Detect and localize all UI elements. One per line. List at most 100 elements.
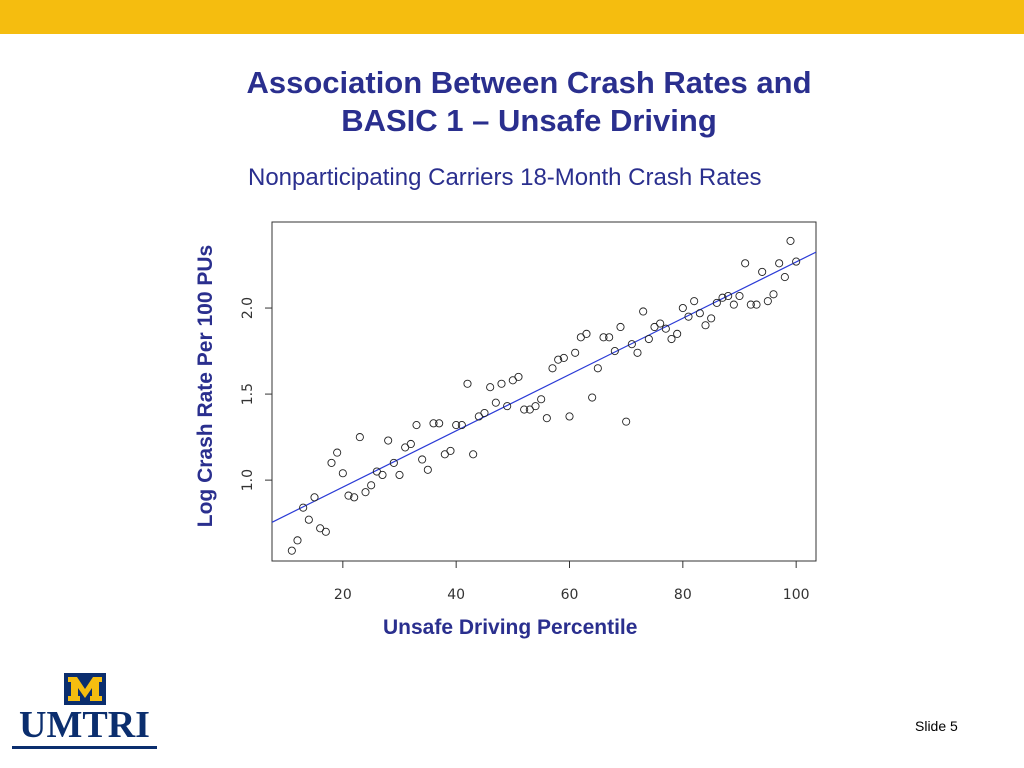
data-point bbox=[741, 259, 750, 268]
data-point bbox=[412, 421, 421, 430]
data-point bbox=[293, 536, 302, 545]
data-point bbox=[395, 470, 404, 480]
x-tick-label: 20 bbox=[334, 587, 352, 603]
data-point bbox=[344, 491, 353, 500]
data-point bbox=[327, 458, 336, 467]
data-point bbox=[486, 383, 495, 392]
data-point bbox=[299, 503, 308, 512]
data-point bbox=[452, 421, 461, 430]
data-point bbox=[775, 259, 784, 268]
y-tick-label: 1.5 bbox=[240, 383, 256, 405]
slide-title: Association Between Crash Rates and BASI… bbox=[0, 64, 1024, 140]
data-point bbox=[554, 355, 563, 364]
y-tick-label: 2.0 bbox=[240, 297, 256, 319]
data-point bbox=[389, 458, 398, 467]
data-point bbox=[639, 307, 648, 316]
data-point bbox=[729, 300, 738, 309]
regression-line bbox=[271, 251, 817, 523]
data-point bbox=[746, 300, 755, 309]
data-point bbox=[338, 469, 347, 478]
x-tick-label: 80 bbox=[674, 587, 692, 603]
data-point bbox=[678, 303, 687, 313]
data-point bbox=[610, 347, 619, 356]
data-point bbox=[695, 309, 704, 318]
data-point bbox=[769, 290, 778, 299]
data-point bbox=[469, 450, 478, 459]
data-point bbox=[361, 488, 370, 497]
data-point bbox=[463, 379, 472, 388]
top-accent-bar bbox=[0, 0, 1024, 34]
data-point bbox=[707, 314, 716, 323]
data-point bbox=[565, 412, 574, 421]
data-point bbox=[780, 273, 789, 282]
data-point bbox=[656, 319, 665, 328]
y-tick-label: 1.0 bbox=[240, 469, 256, 491]
data-point bbox=[786, 236, 795, 245]
data-point bbox=[616, 322, 625, 332]
data-point bbox=[423, 465, 432, 474]
x-tick-label: 60 bbox=[561, 587, 579, 603]
data-point bbox=[627, 340, 636, 349]
data-point bbox=[378, 470, 387, 480]
data-point bbox=[758, 267, 767, 276]
data-point bbox=[673, 329, 682, 338]
data-point bbox=[435, 419, 444, 428]
chart-subtitle: Nonparticipating Carriers 18-Month Crash… bbox=[248, 164, 762, 191]
data-point bbox=[712, 298, 721, 307]
data-point bbox=[367, 481, 376, 490]
data-point bbox=[333, 448, 342, 457]
data-point bbox=[287, 546, 296, 555]
data-point bbox=[531, 402, 540, 411]
y-axis-label: Log Crash Rate Per 100 PUs bbox=[194, 244, 217, 528]
data-point bbox=[542, 414, 551, 423]
data-point bbox=[661, 324, 670, 333]
data-point bbox=[792, 257, 801, 266]
data-point bbox=[520, 405, 529, 414]
data-point bbox=[418, 455, 427, 464]
data-point bbox=[429, 419, 438, 428]
data-point bbox=[582, 329, 591, 338]
data-point bbox=[690, 297, 699, 306]
data-point bbox=[321, 527, 330, 536]
slide-number: Slide 5 bbox=[915, 718, 958, 734]
data-point bbox=[667, 334, 676, 344]
logo-underline bbox=[12, 746, 157, 749]
umtri-logo-text: UMTRI bbox=[19, 704, 150, 746]
data-point bbox=[735, 291, 744, 301]
data-point bbox=[701, 321, 710, 330]
data-point bbox=[593, 364, 602, 373]
data-point bbox=[599, 333, 608, 342]
data-point bbox=[752, 300, 761, 309]
data-point bbox=[355, 433, 364, 442]
data-point bbox=[304, 515, 313, 524]
data-point bbox=[684, 312, 693, 321]
data-point bbox=[497, 379, 506, 388]
data-point bbox=[406, 439, 415, 449]
data-point bbox=[718, 293, 727, 302]
data-point bbox=[605, 333, 614, 342]
x-tick-label: 40 bbox=[447, 587, 465, 603]
data-point bbox=[588, 393, 597, 402]
data-point bbox=[491, 398, 500, 407]
data-point bbox=[480, 408, 489, 418]
block-m-icon bbox=[64, 673, 106, 705]
data-point bbox=[559, 353, 568, 362]
plot-frame bbox=[271, 221, 817, 562]
data-point bbox=[350, 493, 359, 502]
data-point bbox=[548, 364, 557, 373]
data-point bbox=[724, 291, 733, 301]
data-point bbox=[514, 372, 523, 381]
data-point bbox=[571, 348, 580, 357]
data-point bbox=[622, 417, 631, 426]
data-point bbox=[446, 446, 455, 455]
data-point bbox=[537, 395, 546, 404]
data-point bbox=[763, 297, 772, 306]
x-axis-label: Unsafe Driving Percentile bbox=[383, 616, 638, 639]
data-point bbox=[457, 421, 466, 430]
data-point bbox=[633, 348, 642, 357]
data-point bbox=[310, 493, 319, 502]
data-point bbox=[644, 334, 653, 344]
data-point bbox=[503, 402, 512, 411]
umtri-logo: UMTRI bbox=[12, 672, 157, 752]
